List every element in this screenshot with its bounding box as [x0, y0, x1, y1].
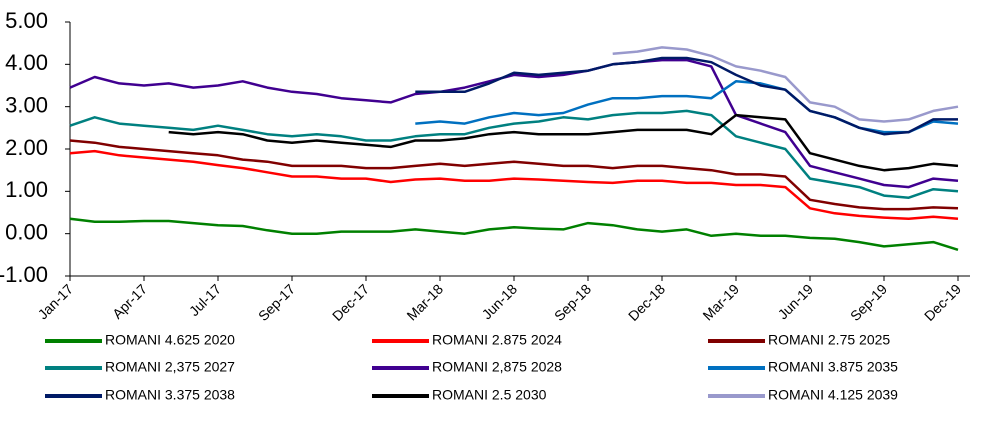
x-tick-label: Dec-19 — [921, 281, 964, 324]
legend-label: ROMANI 2.875 2024 — [432, 332, 562, 348]
legend-label: ROMANI 2,875 2028 — [432, 359, 562, 375]
series-line — [69, 109, 959, 199]
x-tick-label: Jun-19 — [775, 281, 817, 323]
legend-label: ROMANI 3.375 2038 — [105, 387, 235, 403]
series-line — [612, 46, 959, 123]
y-tick-label: 3.00 — [5, 92, 48, 117]
x-tick-label: Apr-17 — [109, 281, 150, 322]
series-line — [69, 58, 959, 189]
x-tick-label: Dec-18 — [625, 281, 668, 324]
legend-label: ROMANI 4.625 2020 — [105, 332, 235, 348]
x-tick-label: Dec-17 — [329, 281, 372, 324]
x-tick-label: Mar-19 — [699, 281, 742, 324]
y-tick-label: 1.00 — [5, 177, 48, 202]
series-line — [69, 217, 959, 251]
x-tick-label: Sep-19 — [847, 281, 890, 324]
y-tick-label: 2.00 — [5, 135, 48, 160]
x-tick-label: Jan-17 — [35, 281, 77, 323]
series-line — [69, 149, 959, 221]
legend-label: ROMANI 2,375 2027 — [105, 359, 235, 375]
legend-label: ROMANI 2.75 2025 — [768, 332, 890, 348]
x-tick-label: Mar-18 — [403, 281, 446, 324]
y-tick-label: -1.00 — [0, 262, 48, 287]
legend-label: ROMANI 3.875 2035 — [768, 359, 898, 375]
y-tick-label: 4.00 — [5, 50, 48, 75]
x-tick-label: Jun-18 — [479, 281, 521, 323]
x-tick-label: Jul-17 — [186, 281, 224, 319]
legend-label: ROMANI 4.125 2039 — [768, 387, 898, 403]
series-line — [69, 139, 959, 211]
y-tick-label: 5.00 — [5, 8, 48, 33]
legend-label: ROMANI 2.5 2030 — [432, 387, 547, 403]
x-tick-label: Sep-18 — [551, 281, 594, 324]
y-tick-label: 0.00 — [5, 219, 48, 244]
series-line — [415, 80, 959, 134]
x-tick-label: Sep-17 — [255, 281, 298, 324]
series-line — [415, 56, 958, 136]
series-line — [168, 113, 959, 172]
